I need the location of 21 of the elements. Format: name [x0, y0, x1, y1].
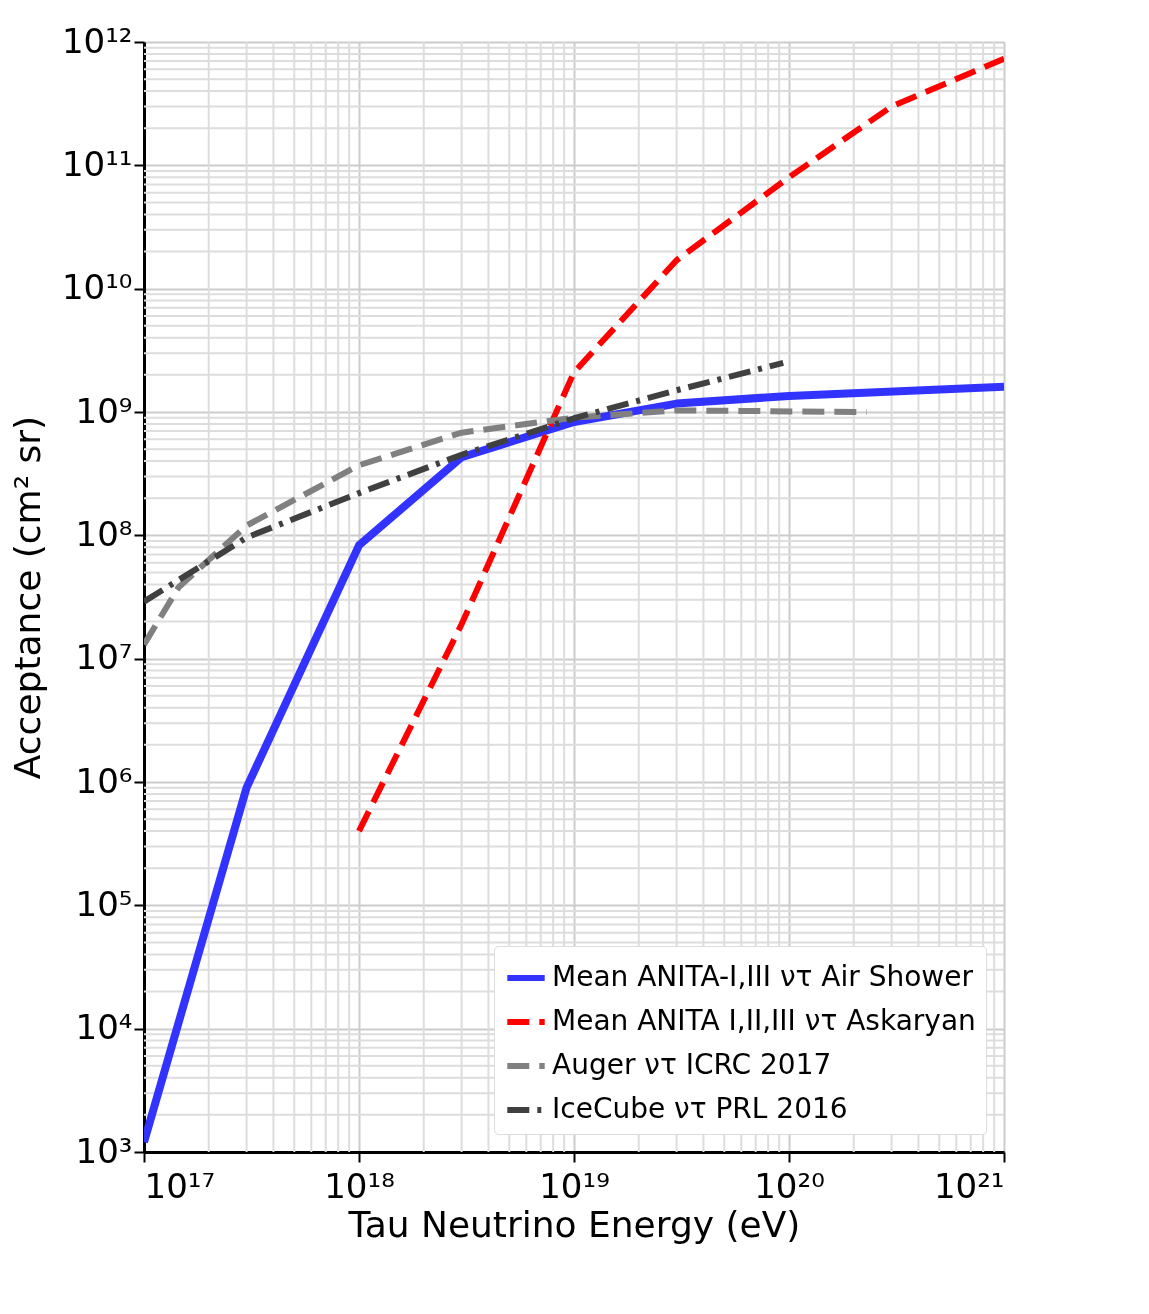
- legend-label: Mean ANITA-I,III ντ Air Shower: [552, 960, 974, 993]
- y-tick-label: 10⁶: [75, 760, 133, 801]
- y-tick-label: 10⁴: [75, 1007, 133, 1048]
- x-tick-label: 10²¹: [933, 1165, 1005, 1206]
- y-tick-label: 10¹²: [61, 20, 133, 61]
- x-tick-label: 10²⁰: [754, 1165, 825, 1206]
- legend-label: Auger ντ ICRC 2017: [552, 1048, 832, 1081]
- x-tick-label: 10¹⁸: [324, 1165, 395, 1206]
- y-tick-label: 10¹¹: [61, 143, 133, 184]
- y-tick-label: 10⁹: [75, 390, 133, 431]
- legend-label: IceCube ντ PRL 2016: [552, 1092, 848, 1125]
- x-tick-label: 10¹⁹: [539, 1165, 610, 1206]
- y-tick-label: 10¹⁰: [61, 267, 133, 308]
- x-tick-label: 10¹⁷: [144, 1165, 216, 1206]
- x-axis-title: Tau Neutrino Energy (eV): [347, 1203, 801, 1245]
- y-tick-label: 10⁵: [75, 883, 133, 924]
- y-axis-title: Acceptance (cm² sr): [6, 415, 48, 780]
- legend-label: Mean ANITA I,II,III ντ Askaryan: [552, 1004, 976, 1037]
- y-tick-label: 10³: [75, 1130, 133, 1171]
- y-tick-label: 10⁷: [75, 637, 133, 678]
- y-tick-label: 10⁸: [75, 513, 133, 554]
